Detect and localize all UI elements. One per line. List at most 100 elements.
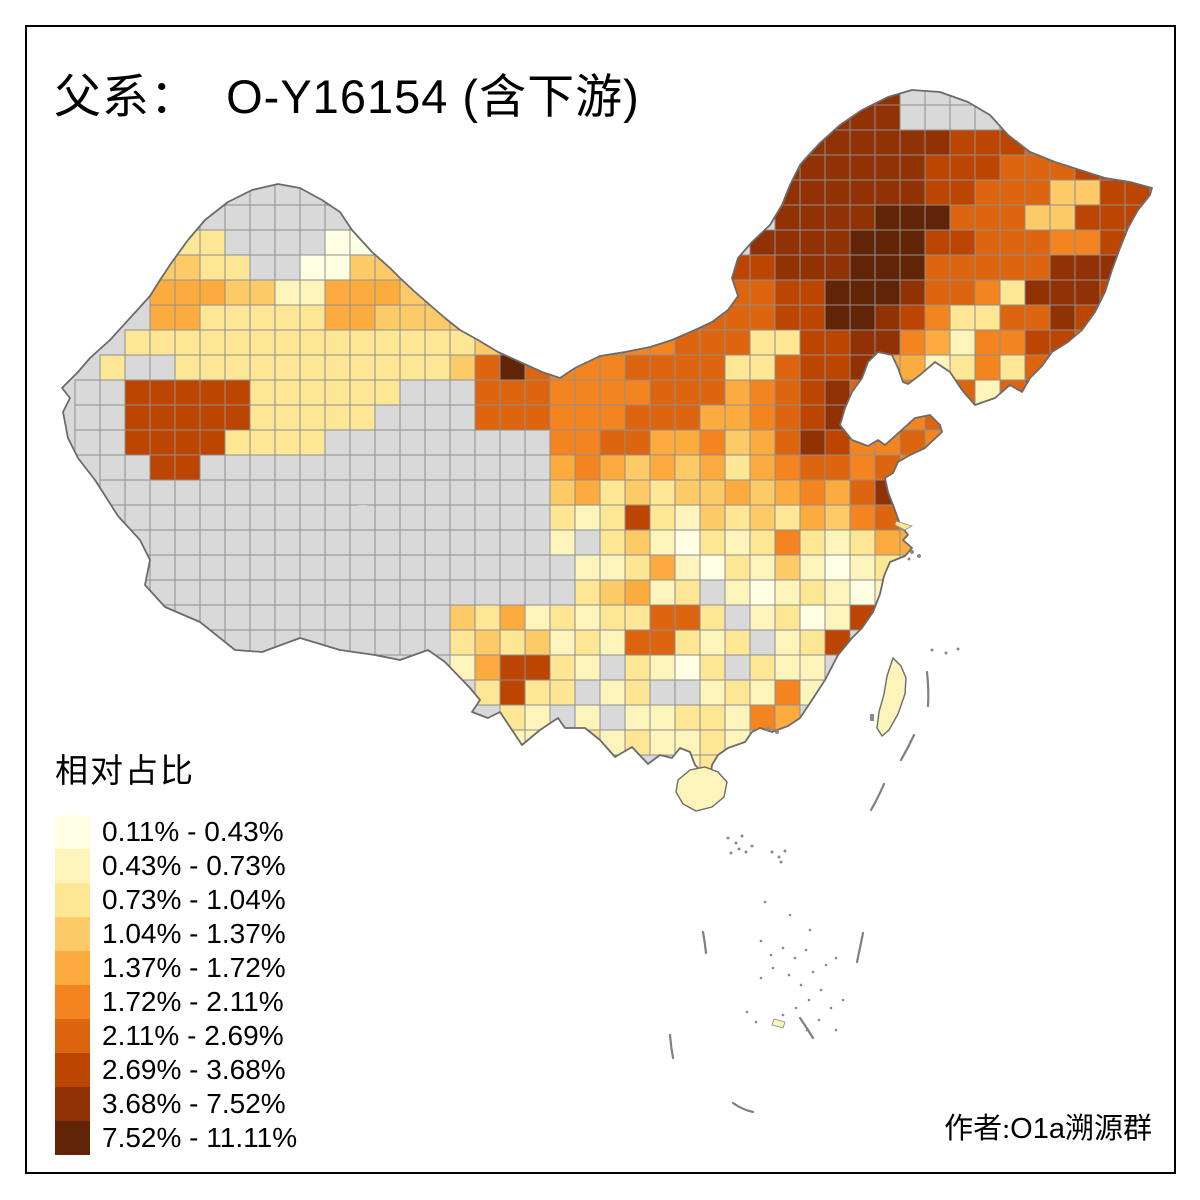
map-cell (1024, 379, 1051, 406)
legend-swatch (55, 985, 90, 1019)
legend-label: 0.43% - 0.73% (102, 850, 286, 881)
map-cell (1074, 154, 1101, 181)
map-cell (499, 554, 526, 581)
map-cell (824, 304, 851, 331)
map-cell (924, 404, 951, 431)
map-cell (299, 479, 326, 506)
map-cell (324, 204, 351, 231)
map-cell (924, 254, 951, 281)
map-cell (599, 629, 626, 656)
map-cell (1074, 129, 1101, 156)
legend-swatch (55, 1053, 90, 1087)
map-cell (974, 204, 1001, 231)
map-cell (849, 179, 876, 206)
map-cell (424, 229, 451, 256)
map-cell (574, 704, 601, 731)
map-cell (324, 354, 351, 381)
map-cell (849, 254, 876, 281)
lake-shape (351, 505, 375, 513)
offshore-islets (726, 550, 960, 1032)
map-cell (149, 429, 176, 456)
map-cell (999, 304, 1026, 331)
map-cell (249, 404, 276, 431)
map-cell (274, 229, 301, 256)
map-cell (299, 529, 326, 556)
map-cell (224, 354, 251, 381)
map-cell (974, 90, 1001, 106)
map-cell (649, 729, 676, 756)
map-cell (224, 379, 251, 406)
map-cell (774, 379, 801, 406)
map-cell (449, 454, 476, 481)
map-cell (374, 279, 401, 306)
map-cell (724, 429, 751, 456)
map-cell (699, 679, 726, 706)
map-cell (249, 204, 276, 231)
map-cell (949, 154, 976, 181)
map-cell (674, 629, 701, 656)
map-cell (374, 504, 401, 531)
map-cell (124, 579, 151, 606)
map-cell (374, 304, 401, 331)
map-cell (1074, 279, 1101, 306)
map-cell (349, 604, 376, 631)
map-cell (799, 679, 826, 706)
map-cell (224, 254, 251, 281)
legend-item: 0.73% - 1.04% (55, 883, 297, 917)
map-cell (874, 329, 901, 356)
map-cell (974, 254, 1001, 281)
map-cell (249, 254, 276, 281)
map-cell (249, 304, 276, 331)
map-cell (249, 479, 276, 506)
map-cell (924, 129, 951, 156)
map-cell (449, 479, 476, 506)
map-cell (574, 454, 601, 481)
map-cell (999, 104, 1026, 131)
map-cell (999, 329, 1026, 356)
map-cell (249, 454, 276, 481)
map-cell (474, 579, 501, 606)
map-cell (399, 629, 426, 656)
map-cell (124, 379, 151, 406)
map-cell (199, 354, 226, 381)
map-cell (774, 554, 801, 581)
map-cell (399, 479, 426, 506)
map-cell (1099, 179, 1126, 206)
text-segment: ) (623, 70, 640, 123)
map-cell (399, 354, 426, 381)
map-cell (124, 354, 151, 381)
map-cell (624, 579, 651, 606)
map-cell (449, 354, 476, 381)
map-cell (174, 529, 201, 556)
map-cell (674, 404, 701, 431)
map-cell (274, 454, 301, 481)
map-cell (224, 554, 251, 581)
legend-item: 1.04% - 1.37% (55, 917, 297, 951)
map-cell (774, 604, 801, 631)
map-cell (1074, 354, 1101, 381)
map-cell (1099, 154, 1126, 181)
map-cell (674, 579, 701, 606)
map-cell (174, 504, 201, 531)
map-cell (1149, 254, 1152, 281)
map-cell (249, 279, 276, 306)
map-cell (399, 279, 426, 306)
map-cell (899, 104, 926, 131)
map-cell (174, 579, 201, 606)
map-cell (799, 654, 826, 681)
map-cell (849, 504, 876, 531)
map-cell (1024, 179, 1051, 206)
map-cell (574, 379, 601, 406)
map-cell (299, 279, 326, 306)
map-cell (1049, 254, 1076, 281)
map-cell (299, 379, 326, 406)
map-cell (1124, 254, 1151, 281)
map-cell (549, 704, 576, 731)
map-cell (449, 254, 476, 281)
map-cell (749, 404, 776, 431)
map-cell (274, 479, 301, 506)
map-cell (1024, 204, 1051, 231)
map-cell (174, 429, 201, 456)
map-cell (974, 154, 1001, 181)
